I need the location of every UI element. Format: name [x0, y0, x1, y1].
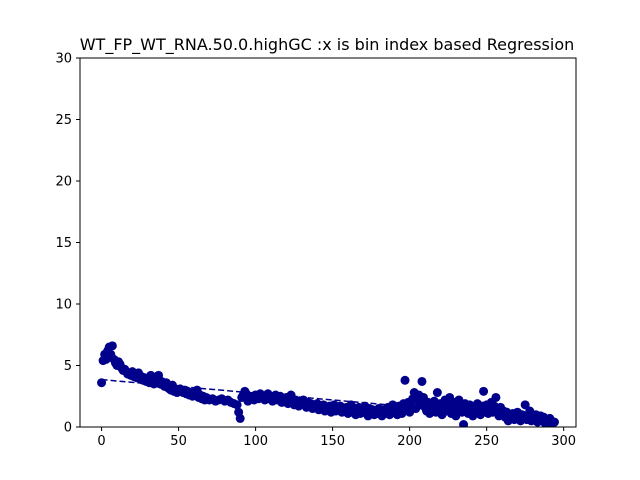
data-point [520, 400, 530, 410]
regression-line [101, 378, 557, 421]
data-point [491, 392, 501, 402]
x-tick-label: 0 [97, 434, 105, 449]
axes: 0 50 100 150 200 250 300 0 5 10 15 20 25 30 [55, 52, 577, 449]
data-point [107, 341, 117, 351]
x-tick-label: 300 [551, 434, 576, 449]
x-tick-label: 250 [474, 434, 499, 449]
data-point [417, 376, 427, 386]
plot-area [97, 341, 559, 427]
data-point [432, 388, 442, 398]
data-point [479, 386, 489, 396]
y-tick-label: 0 [64, 421, 72, 436]
data-point [235, 413, 245, 423]
y-tick-label: 5 [64, 359, 72, 374]
data-point [459, 420, 469, 427]
y-tick-label: 25 [55, 113, 72, 128]
data-layer [97, 341, 559, 427]
data-point [400, 375, 410, 385]
x-tick-label: 200 [397, 434, 422, 449]
y-tick-label: 30 [55, 52, 72, 67]
axes-frame [79, 57, 577, 428]
x-tick-label: 100 [243, 434, 268, 449]
chart-title: WT_FP_WT_RNA.50.0.highGC :x is bin index… [80, 35, 575, 55]
x-tick-label: 50 [170, 434, 187, 449]
y-tick-label: 20 [55, 175, 72, 190]
y-tick-label: 10 [55, 298, 72, 313]
y-tick-label: 15 [55, 236, 72, 251]
x-tick-label: 150 [320, 434, 345, 449]
data-point [232, 400, 242, 410]
